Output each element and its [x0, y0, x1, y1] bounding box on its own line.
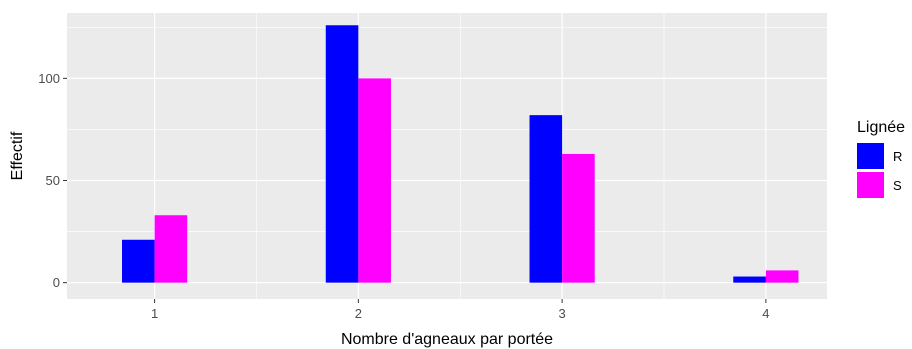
x-axis: 1 2 3 4 [151, 299, 769, 321]
bar-s-4 [765, 270, 799, 283]
plot-panel [67, 13, 827, 299]
legend-label-s: S [893, 178, 902, 193]
y-tick-label: 0 [53, 275, 60, 290]
x-axis-title: Nombre d'agneaux par portée [341, 331, 553, 348]
bar-s-1 [154, 215, 188, 283]
bar-r-1 [122, 239, 155, 283]
legend-label-r: R [893, 149, 902, 164]
y-axis: 0 50 100 [38, 71, 67, 290]
bar-s-2 [358, 78, 391, 283]
legend-key-r [857, 143, 884, 169]
y-tick-label: 100 [38, 71, 60, 86]
legend: Lignée RS [857, 119, 905, 198]
legend-title: Lignée [857, 119, 905, 136]
bar-r-3 [529, 115, 563, 283]
bar-r-4 [733, 276, 766, 283]
x-tick-label: 2 [355, 306, 362, 321]
legend-key-s [857, 172, 884, 198]
x-tick-label: 4 [762, 306, 769, 321]
x-tick-label: 3 [559, 306, 566, 321]
minor-gridlines [67, 13, 827, 299]
bar-r-2 [325, 25, 359, 283]
y-axis-title: Effectif [9, 131, 26, 180]
bars [122, 25, 799, 283]
y-tick-label: 50 [46, 173, 60, 188]
x-tick-label: 1 [151, 306, 158, 321]
bar-s-3 [562, 153, 595, 283]
